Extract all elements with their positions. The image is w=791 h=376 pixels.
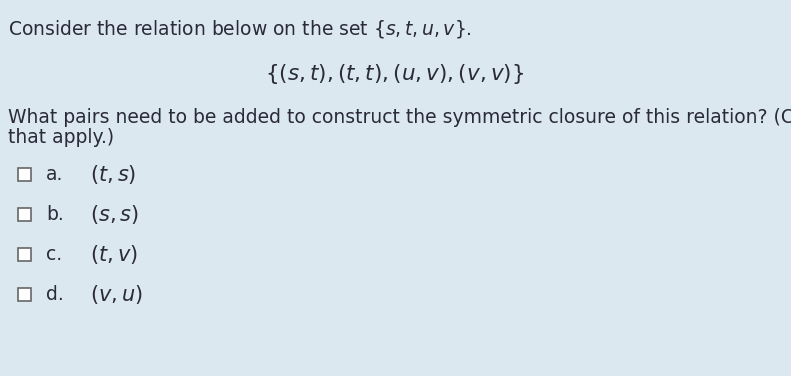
Text: $\{(s, t), (t, t), (u, v), (v, v)\}$: $\{(s, t), (t, t), (u, v), (v, v)\}$ <box>266 62 524 86</box>
Text: d.: d. <box>46 285 64 304</box>
Text: a.: a. <box>46 165 63 184</box>
Bar <box>18 248 31 261</box>
Text: $(s, s)$: $(s, s)$ <box>90 203 139 226</box>
Text: $(t, v)$: $(t, v)$ <box>90 243 138 266</box>
Text: Consider the relation below on the set $\{s, t, u, v\}$.: Consider the relation below on the set $… <box>8 18 471 40</box>
Bar <box>18 168 31 181</box>
Text: $(v, u)$: $(v, u)$ <box>90 283 143 306</box>
Text: b.: b. <box>46 205 64 224</box>
Text: that apply.): that apply.) <box>8 128 114 147</box>
Text: c.: c. <box>46 245 62 264</box>
Text: What pairs need to be added to construct the symmetric closure of this relation?: What pairs need to be added to construct… <box>8 108 791 127</box>
Bar <box>18 288 31 301</box>
Bar <box>18 208 31 221</box>
Text: $(t, s)$: $(t, s)$ <box>90 163 136 186</box>
